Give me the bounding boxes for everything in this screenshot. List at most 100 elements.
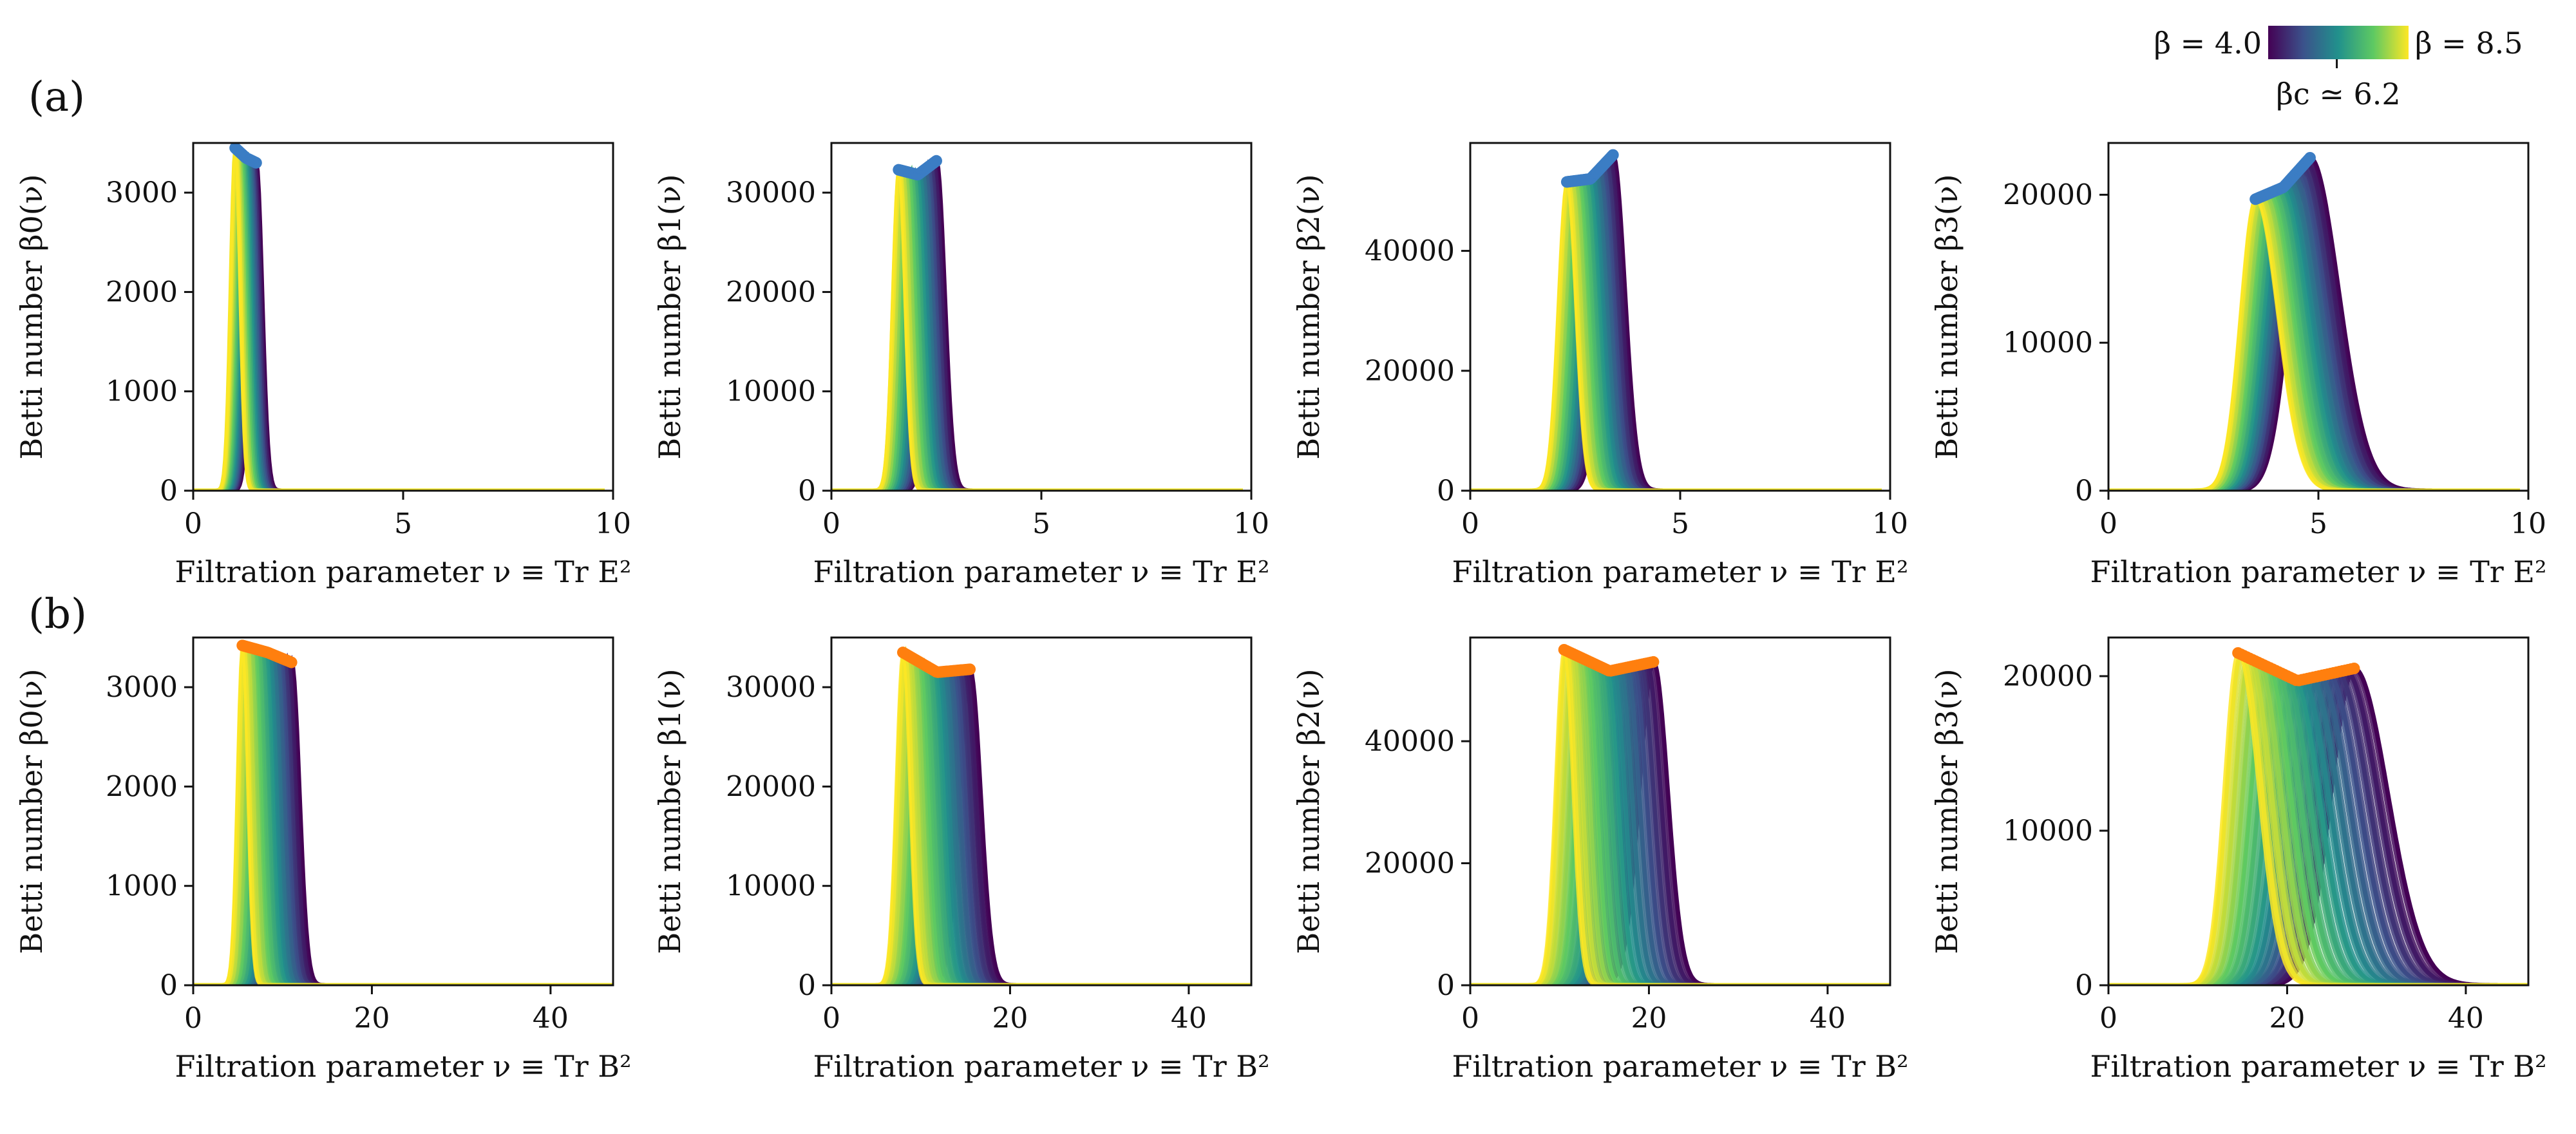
panel-a-0-peak-markers xyxy=(229,142,262,169)
panel-a-3-series-line xyxy=(2108,185,2520,491)
panel-b-3-x-tick-label: 20 xyxy=(2269,1002,2305,1035)
panel-a-3-y-tick-label: 10000 xyxy=(2003,326,2093,359)
panel-a-3-series-line xyxy=(2108,194,2520,491)
panel-b-0-y-tick-label: 3000 xyxy=(106,671,178,704)
panel-b-3-series-line xyxy=(2108,679,2528,985)
panel-b-0-x-tick-label: 40 xyxy=(533,1002,569,1035)
panel-b-1-series-line xyxy=(831,651,1251,985)
panel-b-1-peak-marker xyxy=(896,647,909,659)
panel-b-2-y-tick-label: 0 xyxy=(1437,969,1455,1002)
panel-a-1-x-tick-label: 0 xyxy=(822,507,840,540)
panel-b-1-y-tick-label: 0 xyxy=(798,969,816,1002)
colorbar-mid-label: βc ≃ 6.2 xyxy=(2276,77,2400,111)
panel-a-2-xlabel: Filtration parameter ν ≡ Tr E² xyxy=(1452,554,1909,589)
panel-b-2-series-line xyxy=(1470,661,1890,985)
panel-b-1: 0 20 40 0 10000 20000 30000 Filtration paramete… xyxy=(652,636,1270,1084)
panel-a-3-series-line xyxy=(2108,162,2520,491)
panel-b-2-x-tick-label: 0 xyxy=(1461,1002,1479,1035)
panel-a-0-x-tick-label: 5 xyxy=(394,507,412,540)
panel-a-0-peak-marker xyxy=(229,142,242,154)
panel-b-3-series-line xyxy=(2108,675,2528,985)
panel-a-3-series-line xyxy=(2108,189,2520,491)
panel-a-2: 0 5 10 0 20000 40000 Filtration parameter ν ≡ … xyxy=(1291,142,1909,589)
panel-a-2-y-tick-label: 20000 xyxy=(1365,355,1455,388)
panel-a-3-series-line xyxy=(2108,194,2520,491)
panel-a-3-series-line xyxy=(2108,198,2520,491)
panel-a-1-ylabel: Betti number β1(ν) xyxy=(652,174,687,459)
panel-b-2-frame xyxy=(1469,636,1891,987)
panel-b-1-x-tick-label: 0 xyxy=(822,1002,840,1035)
panel-b-2-peak-marker xyxy=(1558,643,1570,656)
panel-b-3-series-line xyxy=(2108,672,2528,985)
panel-a-3-series-line xyxy=(2108,164,2520,491)
panel-a-3-series-line xyxy=(2108,173,2520,491)
panel-a-3-series-line xyxy=(2108,196,2520,491)
panel-b-3-x-tick-label: 0 xyxy=(2099,1002,2117,1035)
panel-b-2-peak-markers xyxy=(1558,643,1660,677)
panel-a-3-series-line xyxy=(2108,160,2520,491)
panel-a-3-series-line xyxy=(2108,167,2520,491)
colorbar: β = 4.0 β = 8.5 βc ≃ 6.2 xyxy=(2154,26,2523,111)
panel-b-2-x-tick-label: 20 xyxy=(1631,1002,1667,1035)
panel-a-2-peak-markers xyxy=(1560,149,1619,188)
panel-b-3-y-tick-label: 10000 xyxy=(2003,815,2093,847)
panel-b-3-series-line xyxy=(2108,659,2528,985)
panel-b-3-series-line xyxy=(2108,677,2528,985)
panel-a-3-x-tick-label: 0 xyxy=(2099,507,2117,540)
panel-a-3-series-line xyxy=(2108,193,2520,491)
panel-a-1-peak-markers xyxy=(893,155,942,181)
panel-b-3-frame xyxy=(2107,636,2530,987)
panel-b-1-x-tick-label: 20 xyxy=(992,1002,1028,1035)
panel-b-2-series-line xyxy=(1470,645,1890,985)
panel-b-2-series-line xyxy=(1470,659,1890,985)
panel-a-0-y-tick-label: 1000 xyxy=(106,375,178,408)
panel-a-2-x-tick-label: 0 xyxy=(1461,507,1479,540)
panel-b-3-ylabel: Betti number β3(ν) xyxy=(1929,668,1964,954)
panel-a-3-y-tick-label: 0 xyxy=(2075,475,2093,507)
panel-a-3-peak-marker xyxy=(2249,193,2262,205)
panel-b-1-series-line xyxy=(831,656,1251,985)
panel-b-1-y-tick-label: 30000 xyxy=(726,671,816,704)
panel-b-1-series-line xyxy=(831,645,1251,985)
panel-a-2-y-tick-label: 0 xyxy=(1437,475,1455,507)
panel-b-1-ylabel: Betti number β1(ν) xyxy=(652,668,687,954)
panel-a-1-x-tick-label: 5 xyxy=(1032,507,1050,540)
panel-b-3-xlabel: Filtration parameter ν ≡ Tr B² xyxy=(2090,1049,2546,1084)
panel-b-2-series-line xyxy=(1470,661,1890,985)
panel-b-1-series-line xyxy=(831,653,1251,985)
panel-a-3-ylabel: Betti number β3(ν) xyxy=(1929,174,1964,459)
panel-a-2-y-tick-label: 40000 xyxy=(1365,235,1455,268)
panel-b-0-peak-markers xyxy=(236,639,298,668)
panel-a-3-series-line xyxy=(2108,178,2520,491)
panel-a-3-series-line xyxy=(2108,191,2520,491)
panel-b-2-series-line xyxy=(1470,649,1890,985)
panel-b-3-series-line xyxy=(2108,668,2528,985)
panel-a-3-series-line xyxy=(2108,176,2520,491)
panel-b-3-series-line xyxy=(2108,677,2528,985)
panel-b-1-y-tick-label: 10000 xyxy=(726,870,816,903)
panel-a-1: 0 5 10 0 10000 20000 30000 Filtration parameter… xyxy=(652,142,1269,589)
panel-b-3-series xyxy=(2108,651,2528,985)
panel-b-0-ylabel: Betti number β0(ν) xyxy=(14,668,49,954)
panel-b-3-series-line xyxy=(2108,672,2528,985)
panel-b-0-y-tick-label: 1000 xyxy=(106,870,178,903)
panel-a-2-ylabel: Betti number β2(ν) xyxy=(1291,174,1326,459)
panel-a-1-series-line xyxy=(831,169,1243,491)
panel-a-1-y-tick-label: 30000 xyxy=(726,176,816,209)
panel-a-0: 0 5 10 0 1000 2000 3000 Filtration parameter ν … xyxy=(14,142,631,589)
panel-a-3-series-line xyxy=(2108,187,2520,491)
panel-b-1-peak-markers xyxy=(896,647,976,678)
panel-b-3-series-line xyxy=(2108,674,2528,985)
panel-b-3-series-line xyxy=(2108,668,2528,985)
panel-a-3-series-line xyxy=(2108,171,2520,491)
panel-a-2-series-line xyxy=(1470,178,1882,491)
panel-b-2-series-line xyxy=(1470,660,1890,985)
panel-b-3-series-line xyxy=(2108,663,2528,985)
panel-a-3-series-line xyxy=(2108,187,2520,491)
panel-b-2-xlabel: Filtration parameter ν ≡ Tr B² xyxy=(1452,1049,1908,1084)
panel-b-0-xlabel: Filtration parameter ν ≡ Tr B² xyxy=(175,1049,631,1084)
panel-b-0-peak-marker xyxy=(236,639,249,652)
panel-a-2-x-tick-label: 5 xyxy=(1671,507,1689,540)
panel-b-3-series-line xyxy=(2108,676,2528,985)
